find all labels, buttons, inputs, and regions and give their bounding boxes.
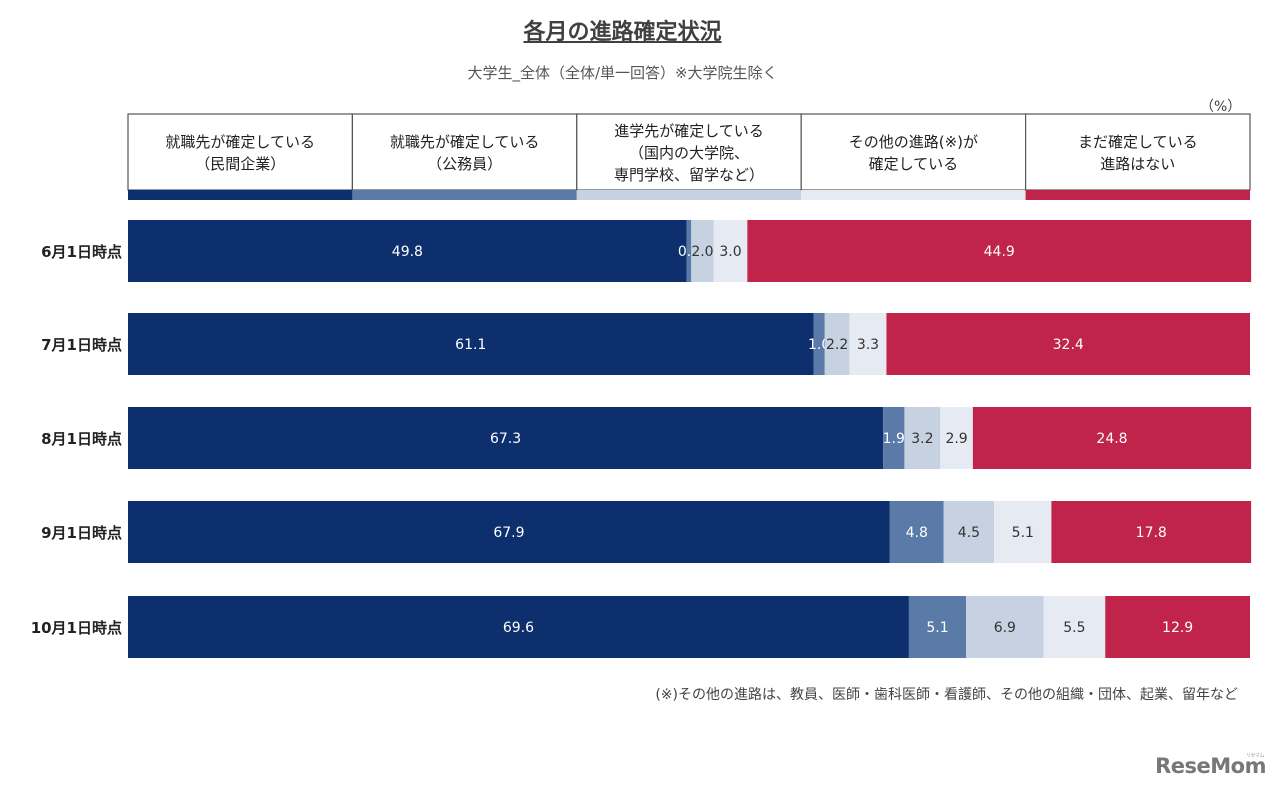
legend-label: その他の進路(※)が <box>849 133 978 151</box>
data-label: 3.3 <box>857 337 879 353</box>
bar-segment <box>940 407 973 469</box>
data-label: 5.1 <box>926 620 948 636</box>
legend-label: 進学先が確定している <box>614 122 764 140</box>
data-label: 1.9 <box>883 431 905 447</box>
data-label: 12.9 <box>1162 620 1193 636</box>
data-label: 2.0 <box>691 244 713 260</box>
bar-segment <box>686 220 692 282</box>
data-label: 2.2 <box>826 337 848 353</box>
data-label: 17.8 <box>1136 525 1167 541</box>
data-label: 44.9 <box>984 244 1015 260</box>
footnote: (※)その他の進路は、教員、医師・歯科医師・看護師、その他の組織・団体、起業、留… <box>655 687 1238 703</box>
bar-segment <box>904 407 941 469</box>
bar-segment <box>1043 596 1106 658</box>
data-label: 49.8 <box>392 244 423 260</box>
legend-box <box>1024 113 1251 191</box>
data-label: 4.8 <box>906 525 928 541</box>
legend-label: 確定している <box>869 155 959 173</box>
bar-segment <box>849 313 887 375</box>
bar-segment <box>713 220 748 282</box>
legend-label: （民間企業） <box>195 155 285 173</box>
bar-segment <box>691 220 714 282</box>
legend-label: （国内の大学院、 <box>629 144 749 162</box>
data-label: 5.1 <box>1012 525 1034 541</box>
data-label: 4.5 <box>958 525 980 541</box>
legend-label: 進路はない <box>1100 155 1175 173</box>
data-label: 3.0 <box>719 244 741 260</box>
legend-label: （公務員） <box>427 155 502 173</box>
bar-segment <box>128 596 909 658</box>
data-label: 24.8 <box>1096 431 1127 447</box>
data-label: 61.1 <box>455 337 486 353</box>
bar-segment <box>1051 501 1252 563</box>
bar-segment <box>883 407 905 469</box>
bar-segment <box>972 407 1252 469</box>
data-label: 1.0 <box>808 337 830 353</box>
bar-segment <box>128 220 687 282</box>
category-label: 7月1日時点 <box>41 336 122 354</box>
legend-color-swatch <box>1025 190 1250 200</box>
data-label: 2.9 <box>945 431 967 447</box>
legend-box <box>576 113 802 191</box>
bar-segment <box>747 220 1252 282</box>
legend-box <box>351 113 578 191</box>
data-label: 3.2 <box>911 431 933 447</box>
bar-segment <box>889 501 944 563</box>
category-label: 10月1日時点 <box>31 619 122 637</box>
chart-subtitle: 大学生_全体（全体/単一回答）※大学院生除く <box>467 64 778 82</box>
legend-color-swatch <box>576 190 802 200</box>
bar-segment <box>1105 596 1250 658</box>
bar-segment <box>128 313 814 375</box>
category-label: 8月1日時点 <box>41 430 122 448</box>
bar-segment <box>994 501 1052 563</box>
legend-label: まだ確定している <box>1078 133 1198 151</box>
bar-segment <box>943 501 995 563</box>
legend-label: 就職先が確定している <box>390 133 540 151</box>
bar-segment <box>813 313 825 375</box>
data-label: 67.3 <box>490 431 521 447</box>
legend-label: 就職先が確定している <box>165 133 315 151</box>
data-label: 32.4 <box>1053 337 1084 353</box>
data-label: 5.5 <box>1063 620 1085 636</box>
legend-box <box>127 113 353 191</box>
bar-segment <box>966 596 1044 658</box>
bar-segment <box>908 596 967 658</box>
chart-title: 各月の進路確定状況 <box>523 20 722 45</box>
bar-segment <box>128 501 890 563</box>
category-label: 6月1日時点 <box>41 243 122 261</box>
legend-color-swatch <box>801 190 1026 200</box>
bar-segment <box>824 313 850 375</box>
legend-color-swatch <box>352 190 577 200</box>
legend-color-swatch <box>128 190 353 200</box>
bar-segment <box>128 407 884 469</box>
category-label: 9月1日時点 <box>41 524 122 542</box>
legend-label: 専門学校、留学など） <box>614 166 764 184</box>
unit-label: （%） <box>1200 99 1242 115</box>
resemom-logo: ReseMom リセマム <box>1155 753 1266 778</box>
data-label: 67.9 <box>493 525 524 541</box>
data-label: 6.9 <box>994 620 1016 636</box>
bar-segment <box>886 313 1250 375</box>
legend-box <box>800 113 1027 191</box>
data-label: 69.6 <box>503 620 534 636</box>
